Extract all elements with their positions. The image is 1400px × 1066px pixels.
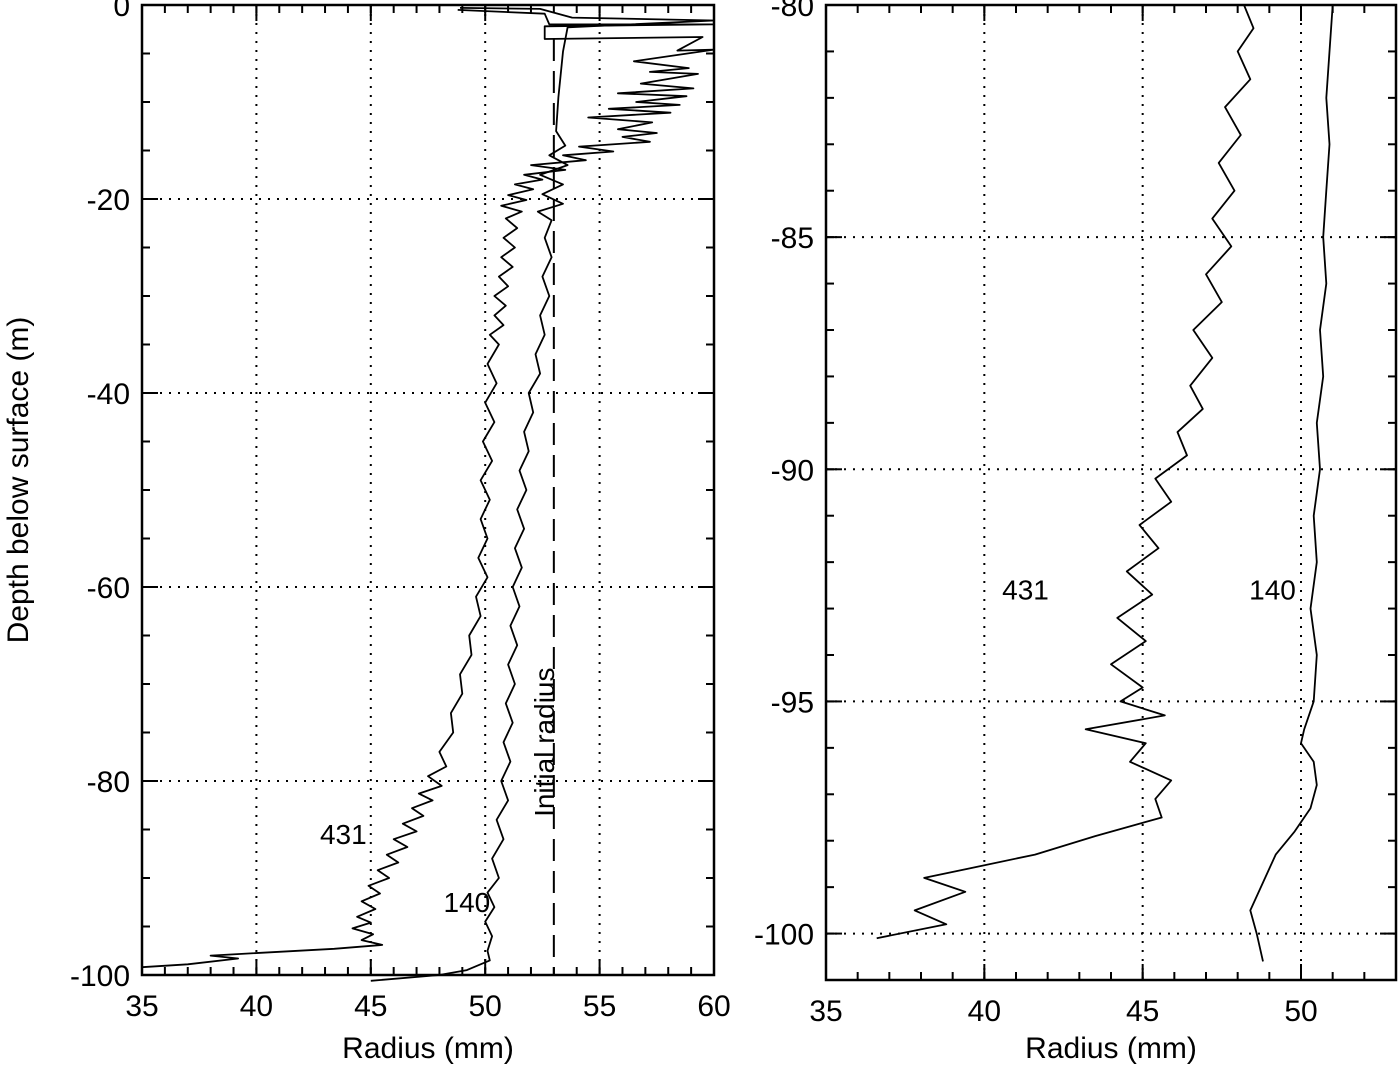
chart-left-x-tick-label: 55 — [583, 990, 616, 1023]
chart-right-x-tick-label: 50 — [1284, 995, 1317, 1028]
chart-right: 35 40 45 50 -80 -85 -90 -95 -100 Radius (mm) 43… — [754, 0, 1398, 1065]
chart-left-y-tick-label: -20 — [87, 184, 130, 217]
chart-left-y-axis-label: Depth below surface (m) — [2, 317, 35, 644]
chart-right-annotation: 140 — [1249, 574, 1296, 605]
chart-left-annotation: 431 — [320, 819, 367, 850]
chart-right-y-tick-label: -90 — [771, 454, 814, 487]
chart-left-y-tick-label: -80 — [87, 766, 130, 799]
chart-right-y-tick-label: -85 — [771, 222, 814, 255]
chart-right-y-tick-label: -100 — [754, 919, 814, 952]
chart-left-annotation: 140 — [444, 887, 491, 918]
chart-right-x-tick-label: 45 — [1126, 995, 1159, 1028]
chart-right-y-tick-label: -95 — [771, 686, 814, 719]
chart-left-series-140 — [370, 7, 715, 982]
chart-left-x-tick-label: 45 — [354, 990, 387, 1023]
chart-left-frame — [140, 3, 716, 977]
chart-right-x-axis-label: Radius (mm) — [1025, 1032, 1197, 1065]
chart-right-y-tick-label: -80 — [771, 0, 814, 23]
chart-left-y-tick-label: -40 — [87, 378, 130, 411]
chart-right-frame — [824, 3, 1398, 982]
chart-left-x-axis-label: Radius (mm) — [342, 1032, 514, 1065]
chart-left-y-tick-label: -100 — [70, 960, 130, 993]
chart-left: 35 40 45 50 55 60 0 -20 -40 -60 -80 -100 Radius (m… — [2, 0, 731, 1065]
chart-right-series-140 — [1249, 4, 1334, 962]
chart-right-x-tick-label: 35 — [809, 995, 842, 1028]
chart-left-x-tick-label: 60 — [697, 990, 730, 1023]
chart-left-series-431 — [141, 9, 715, 969]
chart-left-y-tick-label: 0 — [113, 0, 130, 23]
chart-right-x-tick-label: 40 — [968, 995, 1001, 1028]
chart-right-annotation: 431 — [1002, 574, 1049, 605]
chart-left-x-tick-label: 40 — [240, 990, 273, 1023]
chart-left-x-tick-label: 50 — [469, 990, 502, 1023]
chart-left-annotation: Initial radius — [529, 667, 560, 816]
chart-left-x-tick-label: 35 — [125, 990, 158, 1023]
chart-right-series-431 — [876, 4, 1255, 940]
chart-left-y-tick-label: -60 — [87, 572, 130, 605]
